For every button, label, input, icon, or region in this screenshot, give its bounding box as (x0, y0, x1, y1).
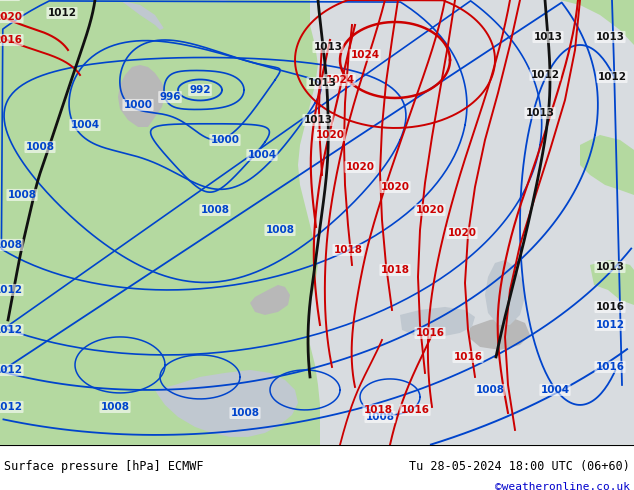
Text: 1012: 1012 (595, 320, 624, 330)
Text: 1004: 1004 (247, 150, 276, 160)
Text: Tu 28-05-2024 18:00 UTC (06+60): Tu 28-05-2024 18:00 UTC (06+60) (409, 460, 630, 473)
Text: 1024: 1024 (325, 75, 354, 85)
Text: 1008: 1008 (200, 205, 230, 215)
Text: 1016: 1016 (595, 362, 624, 372)
Text: 1013: 1013 (526, 108, 555, 118)
Text: 1016: 1016 (453, 352, 482, 362)
Polygon shape (400, 307, 475, 337)
Polygon shape (580, 135, 634, 195)
Polygon shape (0, 0, 634, 445)
Text: 1020: 1020 (0, 12, 22, 22)
Polygon shape (120, 0, 282, 445)
Text: 1016: 1016 (401, 405, 429, 415)
Text: 1000: 1000 (124, 100, 153, 110)
Text: 1013: 1013 (304, 115, 332, 125)
Text: 1012: 1012 (0, 402, 22, 412)
Text: 1013: 1013 (533, 32, 562, 42)
Text: 1012: 1012 (0, 285, 22, 295)
Text: 1000: 1000 (210, 135, 240, 145)
Text: 1020: 1020 (346, 162, 375, 172)
Text: 1018: 1018 (363, 405, 392, 415)
Text: Surface pressure [hPa] ECMWF: Surface pressure [hPa] ECMWF (4, 460, 204, 473)
Text: 1018: 1018 (380, 265, 410, 275)
Text: 996: 996 (159, 92, 181, 102)
Text: 1013: 1013 (313, 42, 342, 52)
Text: 1004: 1004 (540, 385, 569, 395)
Text: 1012: 1012 (0, 365, 22, 375)
Text: 1008: 1008 (101, 402, 129, 412)
Text: 1008: 1008 (231, 408, 259, 418)
Text: 1008: 1008 (266, 225, 295, 235)
Text: 1012: 1012 (531, 70, 559, 80)
Text: 1016: 1016 (415, 328, 444, 338)
Polygon shape (155, 370, 298, 437)
Polygon shape (560, 0, 634, 45)
Text: ©weatheronline.co.uk: ©weatheronline.co.uk (495, 482, 630, 490)
Text: 1013: 1013 (307, 78, 337, 88)
Text: 1008: 1008 (365, 412, 394, 422)
Polygon shape (250, 285, 290, 315)
Text: 1016: 1016 (0, 35, 22, 45)
Text: 1020: 1020 (380, 182, 410, 192)
Text: 1008: 1008 (476, 385, 505, 395)
Text: 1008: 1008 (8, 190, 37, 200)
Text: 1012: 1012 (597, 72, 626, 82)
Text: 1008: 1008 (25, 142, 55, 152)
Polygon shape (298, 0, 634, 445)
Text: 1008: 1008 (0, 240, 22, 250)
Text: 1004: 1004 (70, 120, 100, 130)
Text: 1012: 1012 (0, 325, 22, 335)
Polygon shape (590, 260, 634, 305)
Text: 1018: 1018 (333, 245, 363, 255)
Text: 1020: 1020 (415, 205, 444, 215)
Polygon shape (485, 260, 525, 325)
Text: 1012: 1012 (48, 8, 77, 18)
Text: 1013: 1013 (595, 32, 624, 42)
Text: 1013: 1013 (595, 262, 624, 272)
Text: 1016: 1016 (595, 302, 624, 312)
Text: 992: 992 (190, 85, 210, 95)
Text: 1024: 1024 (351, 50, 380, 60)
Polygon shape (468, 317, 530, 350)
Text: 1020: 1020 (316, 130, 344, 140)
Text: 1020: 1020 (448, 228, 477, 238)
Polygon shape (118, 65, 165, 127)
